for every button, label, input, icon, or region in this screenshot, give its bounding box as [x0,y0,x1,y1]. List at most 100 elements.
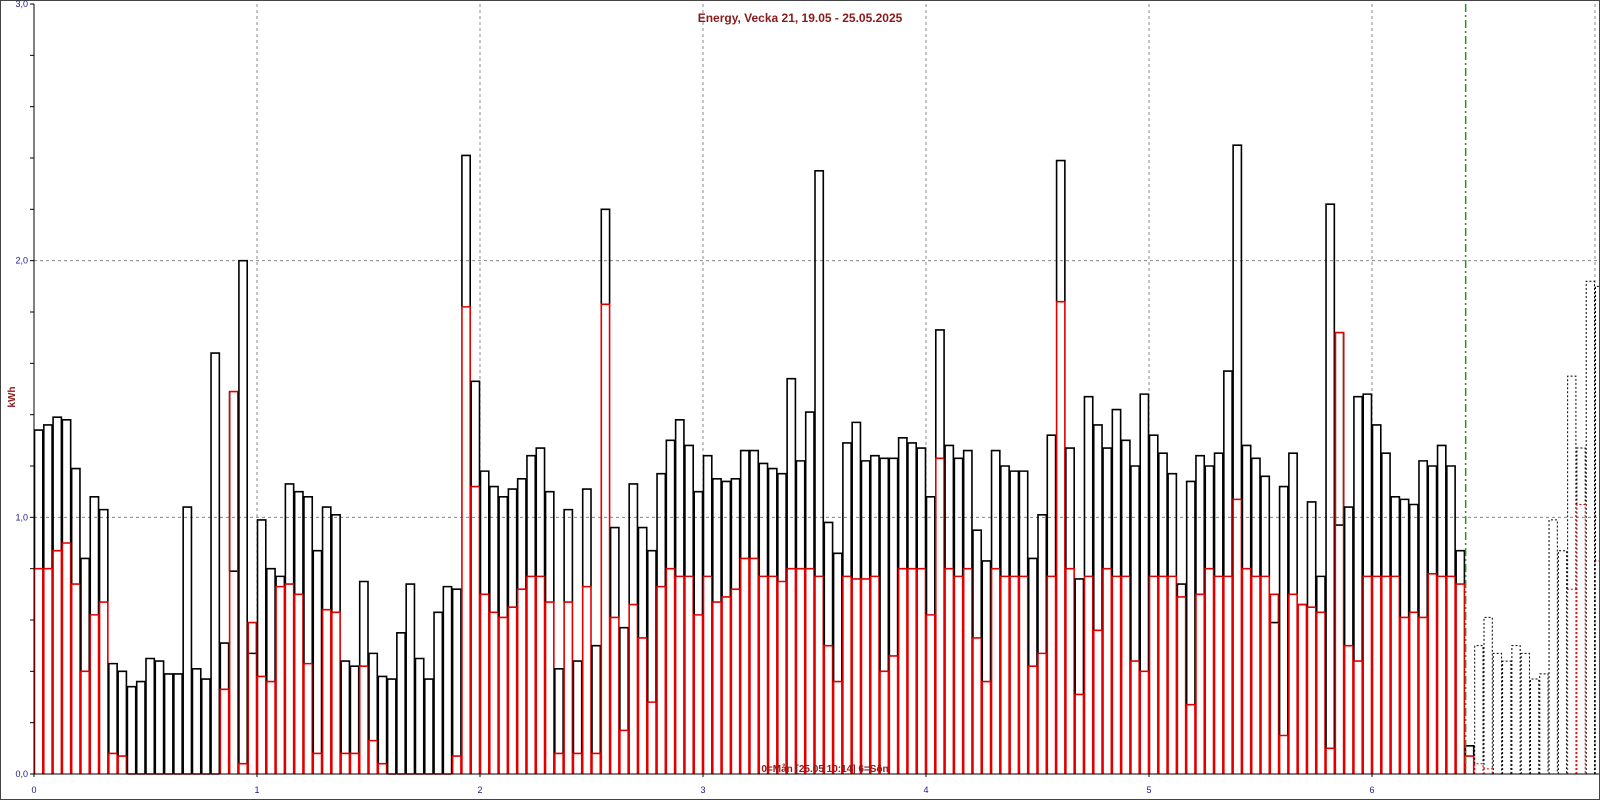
part-bar [61,542,72,774]
total-bar [516,478,527,590]
total-bar [1436,444,1447,577]
total-bar [1139,393,1150,672]
total-bar [1148,434,1159,577]
total-bar [1111,408,1122,577]
part-bar [544,601,555,774]
total-bar [61,418,72,543]
total-bar [163,673,174,774]
part-bar [842,575,852,774]
total-bar [721,480,732,597]
total-bar [897,436,908,569]
total-bar [916,447,927,569]
total-bar [842,442,852,577]
part-bar [1065,567,1075,774]
total-bar [182,506,193,774]
total-bar [1018,470,1029,577]
part-bar [1380,575,1391,774]
total-bar [767,467,778,577]
part-bar [1195,593,1206,774]
total-bar [210,352,221,774]
total-bar [1362,393,1373,577]
total-bar [433,611,444,774]
part-bar [600,303,611,774]
part-bar [1083,575,1094,774]
part-bar [981,680,992,774]
part-bar [860,578,871,774]
part-bar [674,575,685,774]
total-bar [405,583,416,774]
x-tick-label: 5 [1146,785,1151,795]
total-bar [1325,203,1336,749]
total-bar [1380,452,1391,577]
total-bar [1055,159,1066,302]
part-bar [934,457,945,774]
part-bar [1343,644,1354,774]
total-bar [1260,475,1271,577]
total-bar [414,657,425,774]
part-bar [1250,575,1261,774]
part-bar [962,567,973,774]
total-bar [1083,395,1094,577]
total-bar [953,457,964,577]
part-bar [1018,575,1029,774]
total-bar [135,680,146,774]
part-bar [1455,583,1466,774]
part-bar [572,752,583,774]
part-bar [1260,575,1271,774]
total-bar [1371,424,1382,577]
total-bar [1037,513,1048,654]
part-bar [972,637,983,774]
total-bar [944,444,955,569]
part-bar [1092,629,1103,774]
forecast-total-bar [1474,645,1484,764]
total-bar [1390,495,1401,577]
total-bar [191,667,202,774]
part-bar [1446,575,1456,774]
total-bar [154,660,165,774]
part-bar [851,578,862,774]
total-bar [1157,452,1168,577]
total-bar [1455,549,1466,585]
total-bar [693,490,704,615]
part-bar [358,665,369,774]
total-bar [265,567,276,682]
part-bar [238,762,249,774]
total-bar [70,467,81,585]
total-bar [396,632,406,774]
part-bar [1204,567,1215,774]
total-bar [628,483,639,605]
part-bar [1120,575,1131,774]
total-bar [1120,439,1131,577]
part-bar [777,580,787,774]
total-bar [600,208,611,305]
part-bar [1102,567,1113,774]
part-bar [1390,575,1401,774]
y-tick-label: 2,0 [15,256,28,266]
part-bar [293,593,304,774]
total-bar [1009,470,1020,577]
part-bar [721,596,732,774]
part-bar [108,752,118,774]
part-bar [80,670,91,774]
total-bar [126,685,137,774]
part-bar [628,603,639,774]
part-bar [739,557,750,774]
total-bar [674,418,685,577]
total-bar [591,644,602,754]
part-bar [730,588,741,774]
forecast-total-bar [1585,280,1595,774]
part-bar [795,567,806,774]
total-bar [1343,506,1354,646]
part-bar [1213,575,1224,774]
part-bar [916,567,927,774]
part-bar [591,752,602,774]
part-bar [98,601,109,774]
total-bar [962,449,973,569]
y-tick-label: 1,0 [15,512,28,522]
part-bar [331,611,341,774]
total-bar [349,665,360,754]
part-bar [804,567,815,774]
total-bar [749,449,760,559]
part-bar [321,608,332,774]
